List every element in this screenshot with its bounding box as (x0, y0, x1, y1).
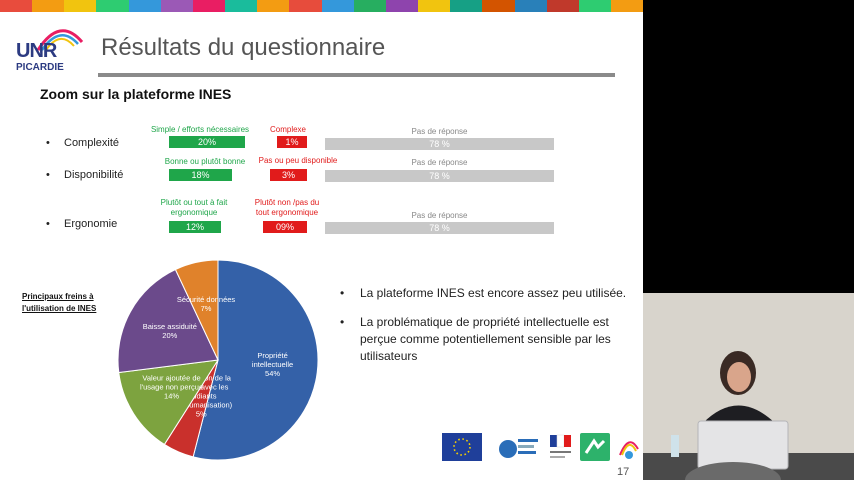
bullet: • (340, 286, 345, 300)
stripe-segment (450, 0, 483, 12)
bullet-list: • La plateforme INES est encore assez pe… (338, 285, 628, 377)
logo-text-bottom: PICARDIE (16, 62, 64, 73)
criterion-label: Complexité (64, 137, 120, 149)
stripe-segment (192, 0, 226, 12)
bullet-text: La problématique de propriété intellectu… (360, 315, 611, 363)
no-answer-bar: 78 % (325, 138, 554, 150)
positive-label: Simple / efforts nécessaires (150, 125, 250, 134)
chart-caption: Principaux freins à l'utilisation de INE… (22, 292, 97, 313)
no-answer-label: Pas de réponse (411, 158, 468, 167)
title-divider (98, 73, 615, 77)
pie-slice-label: Sécurité données 7% (177, 295, 236, 313)
stripe-segment (289, 0, 322, 12)
eu-flag-icon (442, 433, 482, 461)
no-answer-bar: 78 % (325, 222, 554, 234)
list-item: • La plateforme INES est encore assez pe… (338, 285, 628, 302)
pie-slice-label: Valeur ajoutée de l'usage non perçue 14% (140, 373, 203, 400)
criterion-complexite: • Complexité (46, 137, 119, 149)
stripe-segment (482, 0, 515, 12)
audience-head-icon (685, 462, 781, 480)
laptop-icon (697, 420, 789, 470)
positive-label: Bonne ou plutôt bonne (164, 157, 246, 166)
slide-title: Résultats du questionnaire (101, 34, 386, 61)
criterion-disponibilite: • Disponibilité (46, 169, 123, 181)
pie-slice (117, 268, 219, 374)
stripe-segment (0, 0, 33, 12)
positive-label: Plutôt ou tout à fait ergonomique (160, 198, 228, 217)
no-answer-bar: 78 % (325, 170, 554, 182)
no-answer-label: Pas de réponse (411, 127, 468, 136)
stripe-segment (96, 0, 129, 12)
negative-bar: 09% (263, 221, 307, 233)
no-answer-label: Pas de réponse (411, 211, 468, 220)
pie-slice (118, 359, 219, 446)
stripe-segment (546, 0, 579, 12)
speaker-video-feed (643, 293, 854, 480)
stripe-segment (385, 0, 419, 12)
pie-slice-label: Propriété intellectuelle 54% (252, 351, 293, 378)
color-stripe (0, 0, 643, 12)
stripe-segment (128, 0, 161, 12)
stripe-segment (32, 0, 65, 12)
stripe-segment (578, 0, 611, 12)
negative-bar: 3% (270, 169, 307, 181)
criterion-label: Ergonomie (64, 218, 118, 230)
bullet: • (340, 315, 345, 329)
stripe-segment (353, 0, 386, 12)
stripe-segment (514, 0, 547, 12)
bullet: • (46, 137, 50, 149)
stripe-segment (160, 0, 193, 12)
stripe-segment (257, 0, 290, 12)
list-item: • La problématique de propriété intellec… (338, 314, 628, 365)
logo-text-top: UNR (16, 40, 57, 62)
stripe-segment (64, 0, 97, 12)
positive-bar: 20% (169, 136, 245, 148)
page-number: 17 (617, 466, 630, 478)
positive-bar: 18% (169, 169, 232, 181)
speaker-face-icon (727, 362, 751, 392)
partner-logos (440, 433, 640, 465)
unr-picardie-small-icon (619, 441, 639, 459)
bullet-text: La plateforme INES est encore assez peu … (360, 286, 627, 300)
logo-arc-icon (36, 29, 84, 51)
criterion-ergonomie: • Ergonomie (46, 218, 117, 230)
criterion-label: Disponibilité (64, 169, 124, 181)
stripe-segment (610, 0, 643, 12)
negative-bar: 1% (277, 136, 307, 148)
pie-slice-label: Baisse assiduité 20% (143, 322, 197, 340)
stripe-segment (418, 0, 451, 12)
unr-picardie-logo: UNR PICARDIE (14, 22, 88, 76)
presentation-slide: UNR PICARDIE Résultats du questionnaire … (0, 0, 643, 480)
stripe-segment (321, 0, 354, 12)
water-bottle-icon (671, 435, 679, 457)
pie-slice (192, 259, 319, 461)
negative-label: Pas ou peu disponible (258, 156, 338, 165)
negative-label: Plutôt non /pas du tout ergonomique (254, 198, 320, 217)
stripe-segment (225, 0, 258, 12)
bullet: • (46, 169, 50, 181)
europe-picardie-icon (496, 433, 540, 461)
upjv-icon (580, 433, 610, 461)
positive-bar: 12% (169, 221, 221, 233)
slide-subtitle: Zoom sur la plateforme INES (40, 86, 232, 102)
bullet: • (46, 218, 50, 230)
pie-slice (174, 259, 219, 361)
republique-francaise-icon (550, 434, 571, 458)
negative-label: Complexe (269, 125, 306, 134)
